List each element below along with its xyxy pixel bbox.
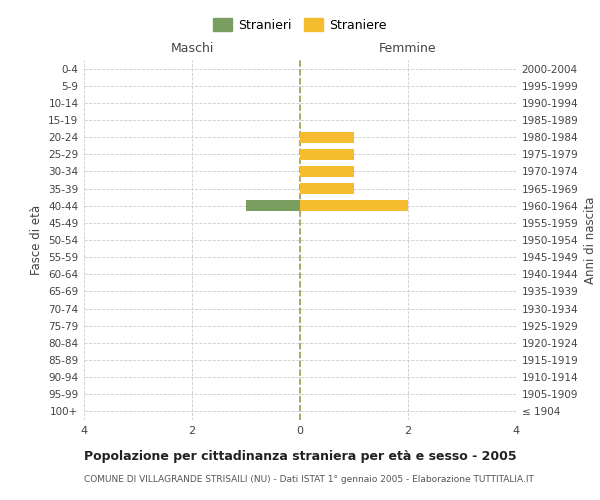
Bar [246, 200, 300, 211]
Text: COMUNE DI VILLAGRANDE STRISAILI (NU) - Dati ISTAT 1° gennaio 2005 - Elaborazione: COMUNE DI VILLAGRANDE STRISAILI (NU) - D… [84, 475, 534, 484]
Text: Femmine: Femmine [379, 42, 437, 55]
Legend: Stranieri, Straniere: Stranieri, Straniere [211, 16, 389, 34]
Text: Popolazione per cittadinanza straniera per età e sesso - 2005: Popolazione per cittadinanza straniera p… [84, 450, 517, 463]
Bar [300, 200, 408, 211]
Bar [300, 166, 354, 177]
Bar [300, 132, 354, 142]
Y-axis label: Fasce di età: Fasce di età [29, 205, 43, 275]
Text: Maschi: Maschi [170, 42, 214, 55]
Bar [300, 148, 354, 160]
Bar [300, 183, 354, 194]
Y-axis label: Anni di nascita: Anni di nascita [584, 196, 597, 284]
